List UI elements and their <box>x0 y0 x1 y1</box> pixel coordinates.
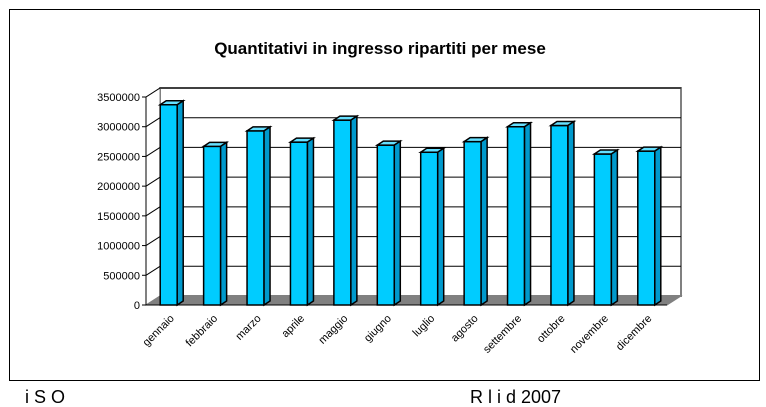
x-tick-label: marzo <box>234 313 264 343</box>
gridline-side <box>145 206 161 217</box>
bar <box>548 120 577 307</box>
footer-fragment-right: R l i d 2007 <box>470 387 562 407</box>
bar <box>201 140 230 307</box>
x-tick-label: giugno <box>362 313 394 345</box>
x-tick-label: settembre <box>481 313 524 356</box>
footer-fragment-left: i S O <box>25 387 66 407</box>
bar-side <box>654 145 662 307</box>
gridline-side <box>145 176 161 187</box>
bar-side <box>219 140 228 307</box>
x-tick-label: febbraio <box>184 313 221 350</box>
x-tick-label: dicembre <box>614 313 654 353</box>
bar <box>374 139 403 307</box>
bar-front <box>159 103 178 306</box>
bar-front <box>376 144 396 306</box>
bar-side <box>436 146 445 307</box>
gridline-side <box>145 236 161 246</box>
y-tick-label: 500000 <box>103 270 140 282</box>
bar <box>287 136 316 307</box>
side-wall <box>145 87 161 306</box>
bar-side <box>350 114 358 307</box>
bar-front <box>289 141 309 306</box>
bar <box>461 136 490 307</box>
bar-side <box>567 120 575 307</box>
y-tick-label: 2500000 <box>97 151 140 163</box>
bar-side <box>610 148 619 307</box>
gridline-side <box>145 147 161 157</box>
bar <box>591 148 620 307</box>
x-tick-label: luglio <box>411 313 438 340</box>
x-tick-label: ottobre <box>535 313 568 346</box>
bar-side <box>393 139 402 307</box>
bar-series <box>157 99 664 307</box>
bar <box>244 125 273 307</box>
bar-front <box>202 145 222 306</box>
y-axis-ticks: 0 500000 1000000 1500000 2000000 2500000 30000… <box>97 92 146 312</box>
y-tick-label: 1500000 <box>97 211 140 223</box>
bar <box>157 99 186 307</box>
x-tick-label: maggio <box>316 313 350 347</box>
bar-front <box>550 124 569 306</box>
y-tick-label: 0 <box>134 300 140 312</box>
chart-title: Quantitativi in ingresso ripartiti per m… <box>214 39 546 58</box>
bar-front <box>506 125 526 306</box>
gridline-side <box>145 87 161 98</box>
x-tick-label: aprile <box>280 313 308 341</box>
bar-side <box>523 121 532 307</box>
bar <box>331 114 360 307</box>
y-tick-label: 3500000 <box>97 92 140 104</box>
y-tick-label: 1000000 <box>97 241 140 253</box>
bar <box>505 121 534 307</box>
y-tick-label: 2000000 <box>97 181 140 193</box>
bar-front <box>333 119 352 306</box>
bar-front <box>246 130 265 306</box>
bar-side <box>306 136 315 307</box>
bar-front <box>463 140 482 306</box>
x-tick-label: gennaio <box>141 313 177 349</box>
x-tick-label: novembre <box>568 313 611 356</box>
bar-front <box>593 153 613 306</box>
chart-floor <box>144 97 683 306</box>
bar-side <box>176 99 184 307</box>
x-axis-ticks: gennaio febbraio marzo aprile maggio giugno lu… <box>141 313 655 356</box>
bar <box>418 146 447 307</box>
bar-side <box>263 125 271 307</box>
gridline-side <box>145 117 161 128</box>
bar-front <box>637 150 656 306</box>
gridline-side <box>145 265 161 276</box>
bar-front <box>419 151 439 306</box>
bar <box>635 145 664 307</box>
bar-side <box>480 136 488 307</box>
x-tick-label: agosto <box>449 313 481 345</box>
y-tick-label: 3000000 <box>97 122 140 134</box>
